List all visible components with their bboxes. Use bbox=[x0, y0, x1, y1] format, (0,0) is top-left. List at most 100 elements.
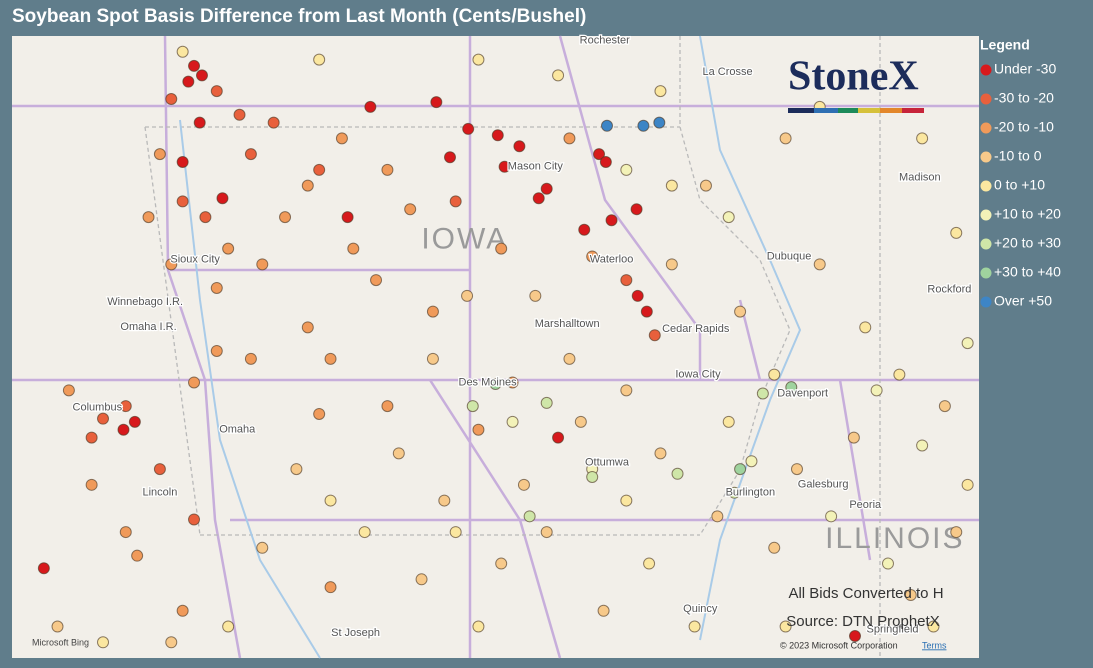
basis-point bbox=[825, 510, 838, 523]
basis-point bbox=[961, 478, 974, 491]
basis-point bbox=[195, 69, 208, 82]
basis-point bbox=[426, 305, 439, 318]
basis-point bbox=[722, 211, 735, 224]
legend-swatch bbox=[980, 238, 992, 250]
basis-point bbox=[426, 352, 439, 365]
basis-point bbox=[466, 400, 479, 413]
basis-point bbox=[790, 463, 803, 476]
legend-label: 0 to +10 bbox=[994, 177, 1045, 193]
basis-point bbox=[415, 573, 428, 586]
basis-point bbox=[131, 549, 144, 562]
basis-point bbox=[313, 163, 326, 176]
basis-point bbox=[574, 415, 587, 428]
basis-point bbox=[637, 119, 650, 132]
city-label: St Joseph bbox=[331, 627, 380, 639]
basis-point bbox=[165, 92, 178, 105]
basis-point bbox=[210, 85, 223, 98]
basis-point bbox=[578, 223, 591, 236]
state-label: IOWA bbox=[421, 223, 508, 256]
basis-point bbox=[188, 59, 201, 72]
basis-point bbox=[461, 289, 474, 302]
basis-point bbox=[498, 160, 511, 173]
basis-point bbox=[472, 53, 485, 66]
basis-point bbox=[552, 431, 565, 444]
basis-point bbox=[506, 415, 519, 428]
basis-point bbox=[290, 463, 303, 476]
city-label: Dubuque bbox=[767, 250, 812, 262]
copyright: © 2023 Microsoft Corporation bbox=[780, 640, 898, 650]
basis-point bbox=[813, 258, 826, 271]
basis-point bbox=[495, 557, 508, 570]
basis-point bbox=[188, 513, 201, 526]
basis-point bbox=[605, 214, 618, 227]
city-label: Lincoln bbox=[142, 487, 177, 499]
basis-point bbox=[648, 329, 661, 342]
basis-point bbox=[313, 407, 326, 420]
basis-point bbox=[586, 250, 599, 263]
basis-point bbox=[430, 96, 443, 109]
basis-point bbox=[734, 463, 747, 476]
basis-point bbox=[165, 636, 178, 649]
basis-point bbox=[491, 129, 504, 142]
basis-point bbox=[847, 431, 860, 444]
basis-point bbox=[97, 636, 110, 649]
city-label: Peoria bbox=[849, 499, 882, 511]
legend-label: +20 to +30 bbox=[994, 235, 1061, 251]
basis-point bbox=[711, 510, 724, 523]
basis-point bbox=[756, 387, 769, 400]
basis-point bbox=[119, 526, 132, 539]
basis-point bbox=[870, 384, 883, 397]
basis-point bbox=[472, 620, 485, 633]
basis-point bbox=[523, 510, 536, 523]
basis-point bbox=[552, 69, 565, 82]
basis-point bbox=[495, 242, 508, 255]
basis-point bbox=[358, 526, 371, 539]
basis-point bbox=[540, 526, 553, 539]
logo-text: StoneX bbox=[788, 54, 919, 100]
basis-point bbox=[210, 281, 223, 294]
basis-point bbox=[128, 415, 141, 428]
city-label: Omaha I.R. bbox=[120, 321, 176, 333]
basis-point bbox=[653, 116, 666, 129]
terms-link[interactable]: Terms bbox=[922, 640, 947, 650]
basis-point bbox=[335, 132, 348, 145]
basis-point bbox=[279, 211, 292, 224]
basis-point bbox=[341, 211, 354, 224]
basis-point bbox=[961, 337, 974, 350]
basis-point bbox=[142, 211, 155, 224]
basis-point bbox=[449, 526, 462, 539]
rivers bbox=[179, 35, 802, 659]
basis-point bbox=[165, 258, 178, 271]
note: Source: DTN ProphetX bbox=[786, 613, 939, 630]
logo-bar bbox=[814, 108, 838, 113]
basis-point bbox=[779, 132, 792, 145]
basis-point bbox=[381, 400, 394, 413]
basis-point bbox=[599, 155, 612, 168]
legend-label: -30 to -20 bbox=[994, 90, 1054, 106]
basis-point bbox=[244, 148, 257, 161]
basis-point bbox=[364, 100, 377, 113]
basis-point bbox=[222, 242, 235, 255]
legend-swatch bbox=[980, 267, 992, 279]
basis-point bbox=[472, 423, 485, 436]
city-label: Winnebago I.R. bbox=[107, 296, 183, 308]
state-label: ILLINOIS bbox=[825, 522, 964, 555]
basis-point bbox=[517, 478, 530, 491]
basis-point bbox=[593, 148, 606, 161]
basis-point bbox=[324, 581, 337, 594]
legend-swatch bbox=[980, 296, 992, 308]
basis-point bbox=[37, 562, 50, 575]
basis-point bbox=[256, 258, 269, 271]
state-borders bbox=[144, 36, 881, 658]
basis-point bbox=[688, 620, 701, 633]
bing-credit: Microsoft Bing bbox=[32, 637, 89, 647]
basis-point bbox=[216, 192, 229, 205]
city-label: Cedar Rapids bbox=[662, 323, 730, 335]
basis-point bbox=[893, 368, 906, 381]
basis-point bbox=[563, 132, 576, 145]
basis-point bbox=[950, 526, 963, 539]
basis-point bbox=[324, 494, 337, 507]
basis-point bbox=[699, 179, 712, 192]
basis-point bbox=[734, 305, 747, 318]
city-label: Sioux City bbox=[170, 254, 220, 266]
